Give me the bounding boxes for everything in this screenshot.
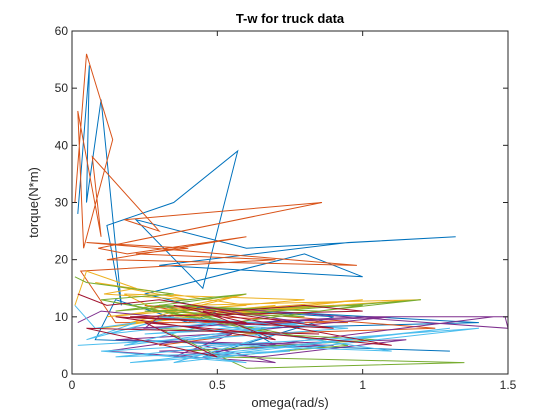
y-tick-label: 0 bbox=[61, 367, 68, 381]
series-line-7 bbox=[77, 293, 392, 358]
x-tick-label: 0.5 bbox=[209, 378, 226, 392]
y-axis-label: torque(N*m) bbox=[26, 167, 41, 238]
chart-title: T-w for truck data bbox=[236, 11, 345, 26]
x-tick-label: 0 bbox=[69, 378, 76, 392]
series-line-6 bbox=[74, 305, 479, 364]
x-axis-label: omega(rad/s) bbox=[251, 395, 328, 410]
y-tick-label: 20 bbox=[55, 253, 69, 267]
y-tick-label: 30 bbox=[55, 196, 69, 210]
axis-layer: 0 0.5 1 1.5 0 10 20 30 40 50 60 bbox=[55, 24, 517, 392]
series-layer bbox=[74, 53, 509, 369]
x-tick-label: 1 bbox=[359, 378, 366, 392]
y-tick-label: 40 bbox=[55, 138, 69, 152]
series-line-5 bbox=[74, 276, 465, 369]
y-tick-label: 10 bbox=[55, 310, 69, 324]
series-line-1 bbox=[77, 65, 479, 358]
y-tick-label: 50 bbox=[55, 81, 69, 95]
x-tick-label: 1.5 bbox=[500, 378, 517, 392]
y-tick-label: 60 bbox=[55, 24, 69, 38]
